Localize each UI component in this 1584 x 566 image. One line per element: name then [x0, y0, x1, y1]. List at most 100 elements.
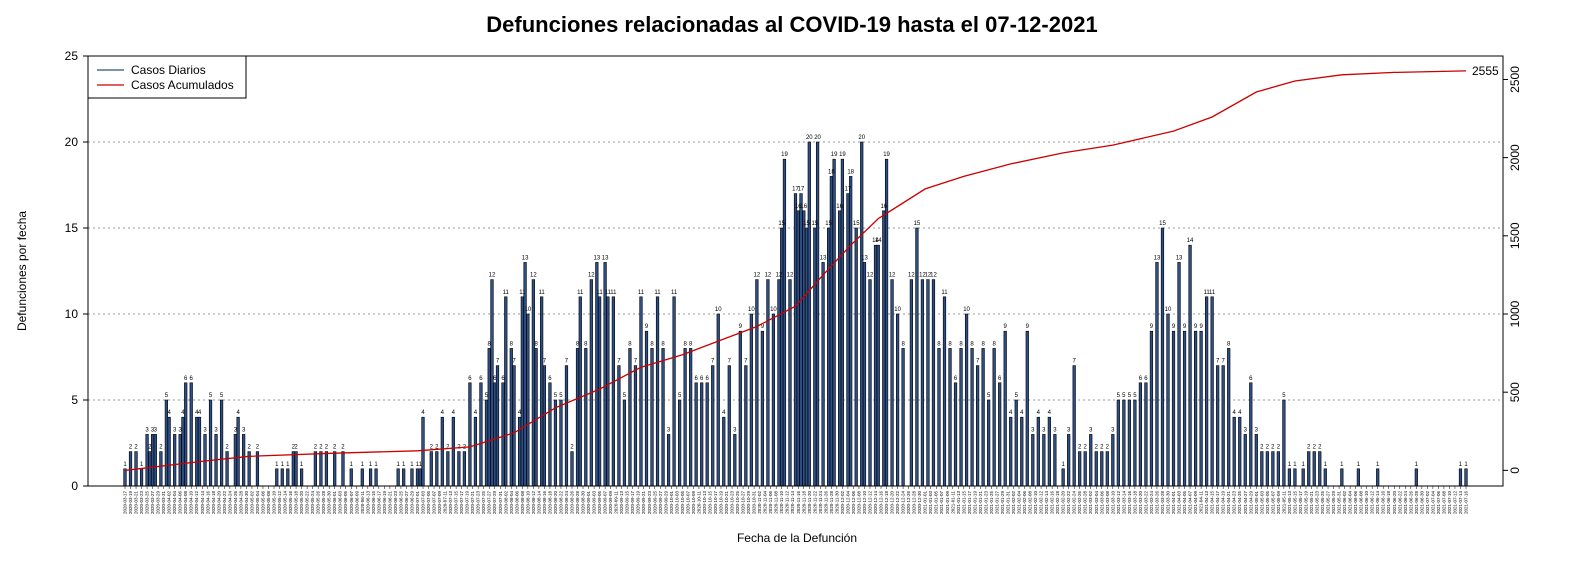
y-axis-right: 0 500 1000 1500 2000 2500: [1503, 66, 1522, 474]
x-tick-label: 2020-12-16: [879, 491, 884, 515]
bar: [512, 365, 516, 487]
x-tick-label: 2021-02-20: [1061, 491, 1066, 515]
bar: [559, 399, 563, 487]
bar-value-label: 1: [410, 462, 414, 468]
bar: [782, 158, 787, 487]
bar: [760, 330, 764, 487]
bar-value-label: 19: [781, 152, 788, 158]
x-tick-label: 2020-03-27: [150, 491, 155, 515]
x-tick-label: 2020-12-26: [906, 491, 911, 515]
x-tick-label: 2020-09-27: [658, 491, 663, 515]
bar: [570, 451, 574, 487]
bar: [672, 296, 676, 487]
x-tick-label: 2021-04-27: [1243, 491, 1248, 515]
x-tick-label: 2020-07-05: [426, 491, 431, 515]
x-tick-label: 2020-04-12: [194, 491, 199, 515]
x-tick-label: 2020-09-29: [663, 491, 668, 515]
x-tick-label: 2020-05-14: [283, 491, 288, 515]
x-tick-label: 2021-04-13: [1204, 491, 1209, 515]
x-tick-label: 2020-04-26: [233, 491, 238, 515]
bar: [1171, 330, 1176, 487]
bar: [181, 416, 185, 487]
x-tick-label: 2021-05-03: [1259, 491, 1264, 515]
bar: [650, 348, 654, 487]
bar-value-label: 3: [203, 427, 207, 433]
x-tick-label: 2021-06-18: [1386, 491, 1391, 515]
bar: [644, 330, 649, 487]
bar-value-label: 10: [748, 307, 755, 313]
x-tick-label: 2020-09-13: [619, 491, 624, 515]
bar: [509, 348, 513, 487]
x-tick-label: 2020-12-30: [917, 491, 922, 515]
bar: [976, 365, 980, 487]
bar: [402, 468, 406, 487]
bar: [793, 193, 798, 487]
bar: [1127, 399, 1131, 487]
x-axis-label: Fecha de la Defunción: [737, 531, 857, 545]
bar: [860, 141, 864, 487]
bar: [909, 279, 913, 487]
x-tick-label: 2020-11-24: [818, 491, 823, 514]
bar-value-label: 2: [1318, 445, 1322, 451]
x-tick-label: 2021-07-08: [1441, 491, 1446, 515]
bar-value-label: 1: [416, 462, 420, 468]
bar: [1318, 451, 1322, 487]
x-tick-label: 2021-04-25: [1237, 491, 1242, 515]
bar-value-label: 2: [159, 445, 163, 451]
bar: [1100, 451, 1104, 487]
x-tick-label: 2020-11-14: [790, 491, 795, 514]
bar: [457, 451, 461, 487]
bar: [294, 451, 298, 487]
bar: [374, 468, 378, 487]
x-tick-label: 2020-05-28: [321, 491, 326, 515]
bar: [666, 434, 671, 487]
bar: [777, 279, 781, 487]
bars: [123, 141, 1468, 487]
bar: [1254, 434, 1258, 487]
bar-value-label: 9: [739, 324, 743, 330]
bar-value-label: 7: [711, 359, 715, 365]
x-tick-label: 2020-04-08: [183, 491, 188, 515]
bar-value-label: 12: [787, 273, 794, 279]
x-tick-label: 2020-12-10: [862, 491, 867, 515]
bar: [1227, 348, 1231, 487]
bar-value-label: 13: [602, 255, 609, 261]
x-tick-label: 2020-08-12: [531, 491, 536, 515]
bar-value-label: 2: [435, 445, 439, 451]
y2-tick-label: 2500: [1508, 66, 1522, 93]
x-tick-label: 2020-09-11: [614, 491, 619, 514]
bar: [219, 399, 224, 487]
x-tick-label: 2021-02-08: [1028, 491, 1033, 515]
x-tick-label: 2021-07-04: [1430, 491, 1435, 515]
x-tick-label: 2020-05-26: [316, 491, 321, 515]
x-tick-label: 2021-06-16: [1381, 491, 1386, 515]
x-tick-label: 2020-05-04: [255, 491, 260, 515]
x-tick-label: 2021-03-02: [1088, 491, 1093, 515]
bar-value-label: 12: [754, 273, 761, 279]
bar: [123, 468, 127, 487]
bar: [446, 451, 450, 487]
bar-value-label: 4: [474, 410, 478, 416]
bar: [1301, 468, 1305, 487]
x-tick-label: 2021-07-16: [1464, 491, 1469, 515]
y-tick-label: 0: [71, 479, 78, 493]
bar-value-label: 11: [1209, 290, 1216, 296]
x-tick-label: 2020-04-16: [205, 491, 210, 515]
x-tick-label: 2021-04-23: [1232, 491, 1237, 515]
x-tick-label: 2020-03-29: [156, 491, 161, 515]
bar-value-label: 2: [134, 445, 138, 451]
bar-value-label: 1: [123, 462, 127, 468]
bar: [915, 227, 919, 487]
bar: [890, 279, 894, 487]
x-tick-label: 2020-10-05: [680, 491, 685, 515]
bar: [484, 399, 489, 487]
bar-value-label: 5: [1282, 393, 1286, 399]
bar-value-label: 4: [198, 410, 202, 416]
bar: [236, 416, 240, 487]
x-tick-label: 2020-08-28: [575, 491, 580, 515]
x-tick-label: 2021-06-24: [1403, 491, 1408, 515]
bar-value-label: 3: [1053, 427, 1057, 433]
plot-frame: [87, 55, 1504, 487]
bar-value-label: 2: [430, 445, 434, 451]
